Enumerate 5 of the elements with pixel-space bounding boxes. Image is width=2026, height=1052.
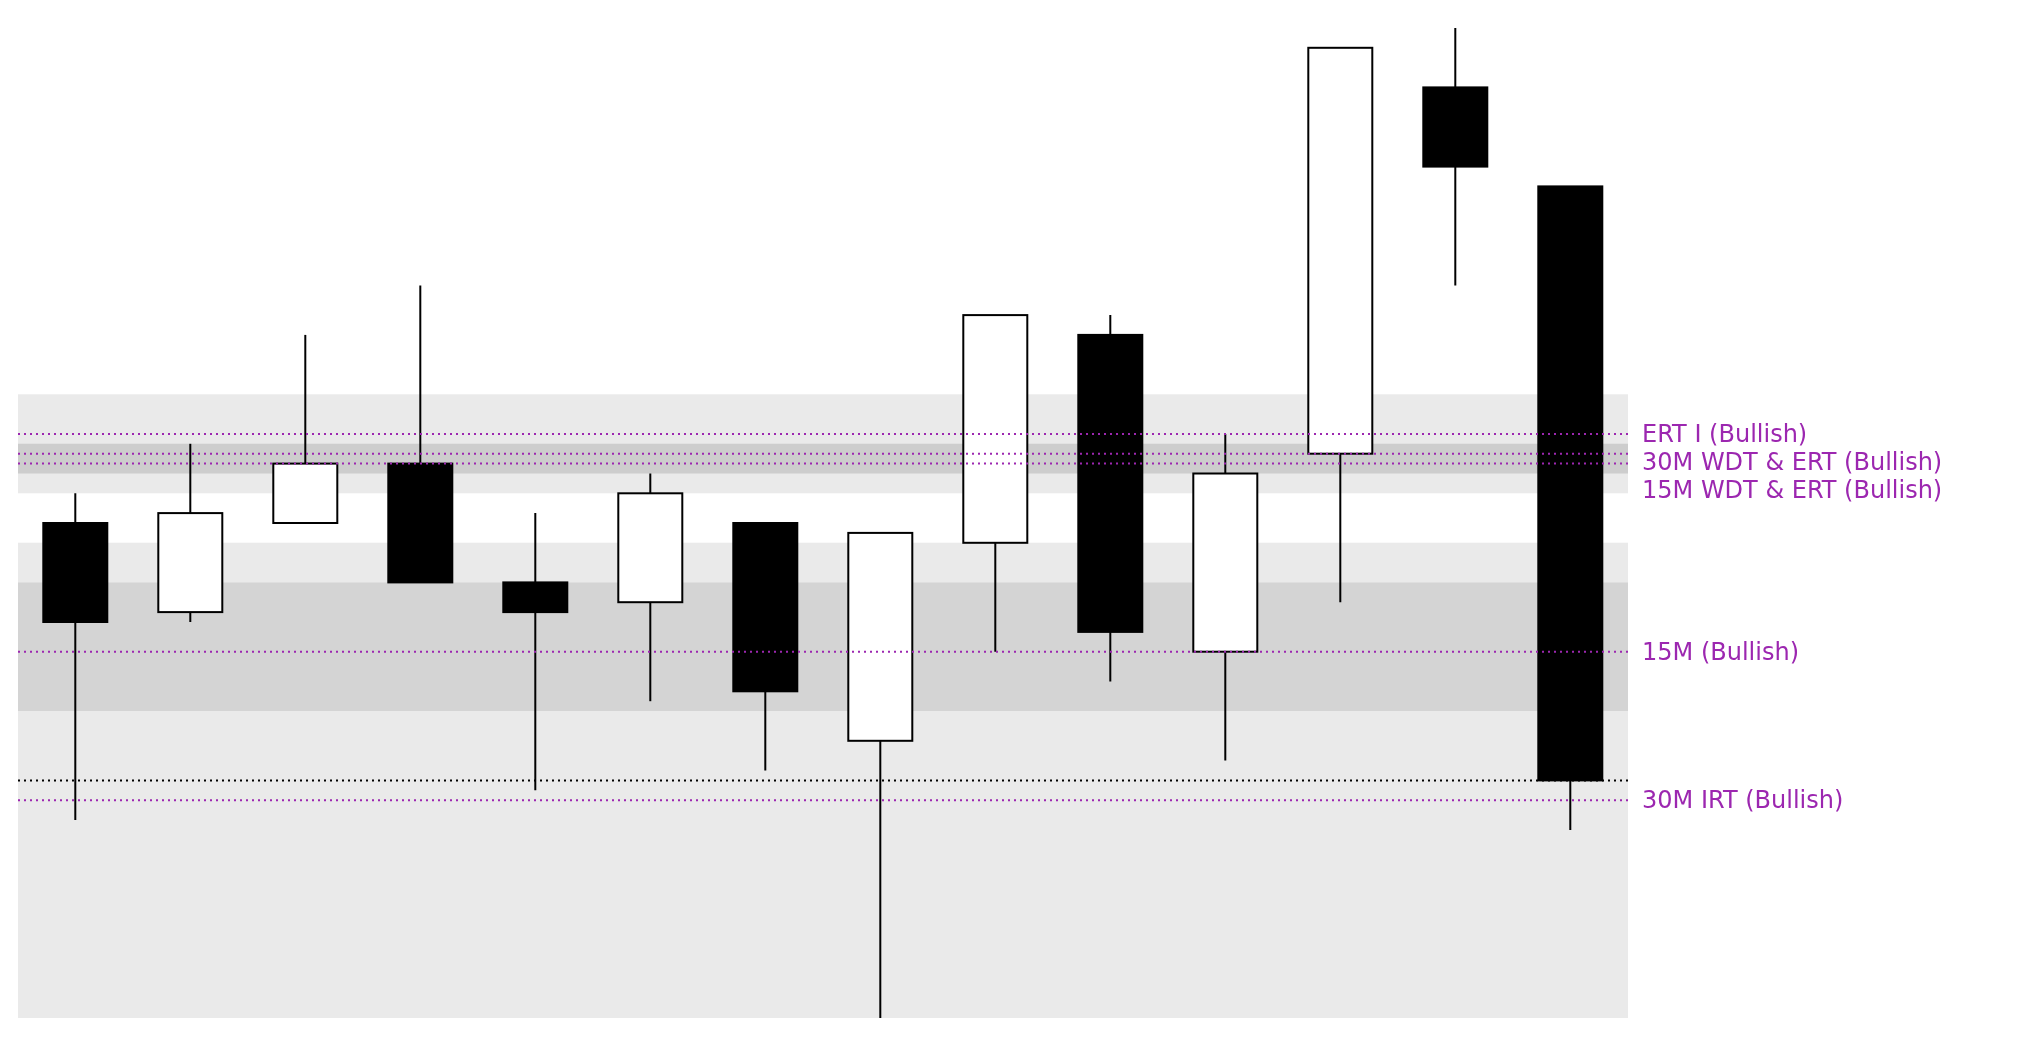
ref-line-label: ERT I (Bullish) [1642, 419, 1808, 448]
ref-line-label: 30M WDT & ERT (Bullish) [1642, 447, 1943, 476]
ref-line-label: 15M (Bullish) [1642, 637, 1799, 666]
ref-line-label: 30M IRT (Bullish) [1642, 786, 1844, 815]
ref-line-label: 15M WDT & ERT (Bullish) [1642, 475, 1943, 504]
